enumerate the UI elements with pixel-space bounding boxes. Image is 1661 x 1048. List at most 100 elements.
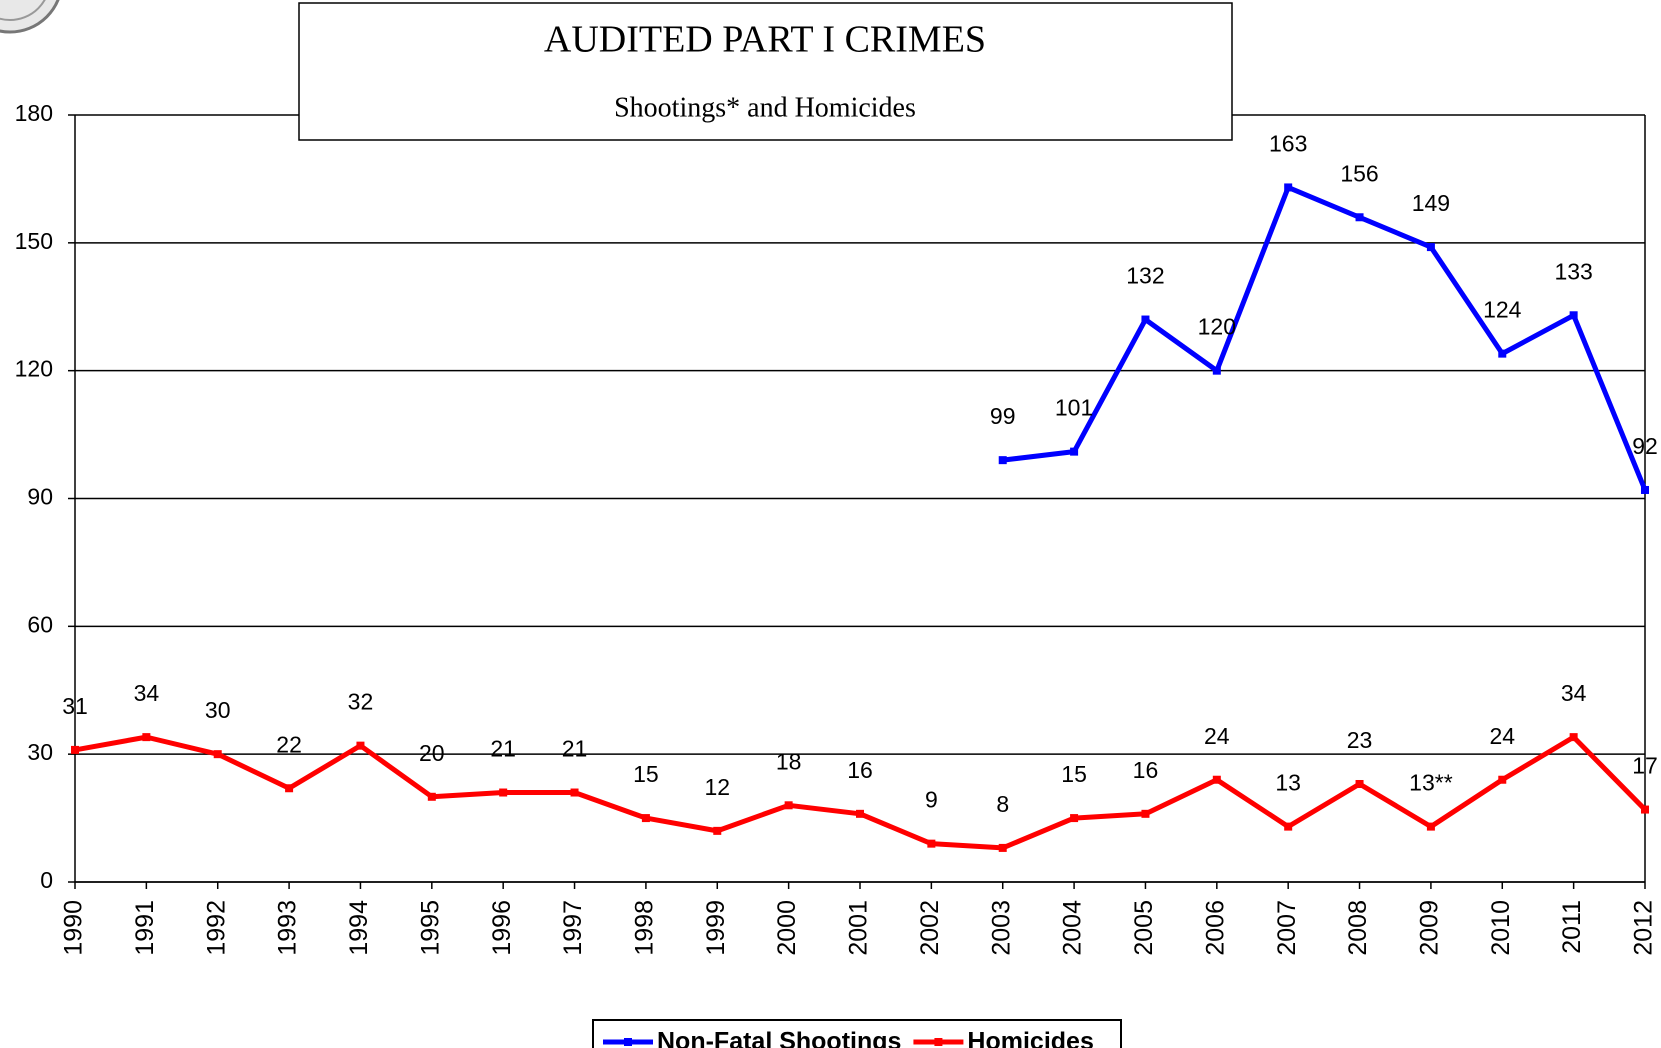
title-box bbox=[298, 2, 1233, 141]
data-point bbox=[1355, 779, 1364, 788]
data-label: 149 bbox=[1412, 190, 1450, 216]
data-label: 13** bbox=[1409, 770, 1453, 796]
data-label: 31 bbox=[62, 693, 88, 719]
data-point bbox=[1355, 213, 1364, 222]
data-label: 18 bbox=[776, 748, 802, 774]
data-point bbox=[1212, 366, 1221, 375]
x-tick-label: 2007 bbox=[1273, 900, 1301, 956]
x-tick-label: 1997 bbox=[559, 900, 587, 956]
data-label: 101 bbox=[1055, 395, 1093, 421]
data-point bbox=[998, 843, 1007, 852]
y-tick-label: 120 bbox=[15, 356, 53, 382]
y-tick-label: 90 bbox=[27, 484, 53, 510]
data-label: 20 bbox=[419, 740, 445, 766]
data-label: 13 bbox=[1275, 770, 1301, 796]
data-label: 21 bbox=[490, 736, 516, 762]
data-point bbox=[641, 814, 650, 823]
data-point bbox=[213, 750, 222, 759]
data-point bbox=[713, 826, 722, 835]
data-label: 133 bbox=[1554, 258, 1592, 284]
data-label: 24 bbox=[1489, 723, 1515, 749]
x-tick-label: 2003 bbox=[987, 900, 1015, 956]
data-point bbox=[142, 733, 151, 742]
data-point bbox=[356, 741, 365, 750]
data-label: 12 bbox=[704, 774, 730, 800]
x-tick-label: 1993 bbox=[274, 900, 302, 956]
seal-logo bbox=[0, 0, 60, 34]
data-point bbox=[1284, 822, 1293, 831]
x-tick-label: 1991 bbox=[131, 900, 159, 956]
data-label: 24 bbox=[1204, 723, 1230, 749]
chart-subtitle: Shootings* and Homicides bbox=[614, 92, 916, 123]
x-tick-label: 1992 bbox=[202, 900, 230, 956]
data-point bbox=[1212, 775, 1221, 784]
x-tick-label: 2010 bbox=[1487, 900, 1515, 956]
data-point bbox=[1498, 775, 1507, 784]
data-label: 16 bbox=[847, 757, 873, 783]
data-point bbox=[856, 809, 864, 818]
x-tick-label: 2005 bbox=[1130, 900, 1158, 956]
data-point bbox=[1070, 814, 1079, 823]
data-point bbox=[1426, 822, 1435, 831]
data-point bbox=[1070, 447, 1079, 456]
data-label: 99 bbox=[990, 403, 1016, 429]
y-tick-label: 180 bbox=[15, 100, 53, 126]
y-tick-label: 60 bbox=[27, 611, 53, 637]
x-tick-label: 1994 bbox=[345, 900, 373, 956]
data-label: 34 bbox=[1561, 680, 1587, 706]
plot-area: 0 30 60 90 120 150 180 1990 1991 1992 1993 1994 1995… bbox=[15, 100, 1658, 956]
data-label: 124 bbox=[1483, 297, 1522, 323]
data-label: 16 bbox=[1133, 757, 1159, 783]
data-label: 92 bbox=[1632, 433, 1658, 459]
data-label: 132 bbox=[1126, 263, 1164, 289]
data-point bbox=[927, 839, 936, 848]
legend: Non-Fatal Shootings Homicides bbox=[592, 1019, 1122, 1048]
data-label: 163 bbox=[1269, 131, 1307, 157]
data-point bbox=[285, 784, 294, 793]
legend-marker bbox=[624, 1038, 632, 1046]
x-tick-label: 2001 bbox=[845, 900, 873, 956]
y-tick-label: 0 bbox=[40, 867, 53, 893]
data-point bbox=[71, 745, 79, 754]
legend-label: Homicides bbox=[967, 1028, 1093, 1048]
y-tick-label: 30 bbox=[27, 739, 53, 765]
data-label: 21 bbox=[562, 736, 588, 762]
x-tick-label: 2002 bbox=[916, 900, 944, 956]
x-tick-label: 1995 bbox=[416, 900, 444, 956]
series-line bbox=[1002, 184, 1648, 491]
data-label: 32 bbox=[348, 689, 374, 715]
data-label: 9 bbox=[925, 787, 938, 813]
data-point bbox=[1284, 183, 1293, 192]
data-label: 8 bbox=[996, 791, 1009, 817]
data-point bbox=[1641, 805, 1649, 814]
data-point bbox=[1498, 349, 1507, 358]
x-tick-label: 2011 bbox=[1558, 900, 1586, 954]
data-label: 120 bbox=[1198, 314, 1236, 340]
data-label: 15 bbox=[633, 761, 659, 787]
data-point bbox=[1569, 733, 1578, 742]
data-label: 156 bbox=[1340, 160, 1378, 186]
data-label: 23 bbox=[1347, 727, 1373, 753]
x-tick-label: 1996 bbox=[488, 900, 516, 956]
y-tick-label: 150 bbox=[15, 228, 53, 254]
legend-marker bbox=[934, 1038, 943, 1046]
data-point bbox=[1426, 243, 1435, 252]
x-tick-label: 2000 bbox=[773, 900, 801, 956]
x-tick-label: 2004 bbox=[1059, 900, 1087, 956]
data-label: 34 bbox=[134, 680, 160, 706]
data-point bbox=[1141, 315, 1150, 324]
data-point bbox=[427, 792, 436, 801]
x-tick-label: 2006 bbox=[1201, 900, 1229, 956]
x-tick-label: 1998 bbox=[631, 900, 659, 956]
chart-title: AUDITED PART I CRIMES bbox=[544, 19, 986, 61]
x-tick-label: 2009 bbox=[1416, 900, 1444, 956]
data-label: 15 bbox=[1061, 761, 1087, 787]
data-point bbox=[1141, 809, 1150, 818]
data-point bbox=[570, 788, 579, 797]
data-point bbox=[1641, 485, 1649, 494]
data-point bbox=[499, 788, 508, 797]
data-point bbox=[998, 456, 1007, 465]
x-tick-label: 1999 bbox=[702, 900, 730, 956]
data-label: 30 bbox=[205, 697, 231, 723]
